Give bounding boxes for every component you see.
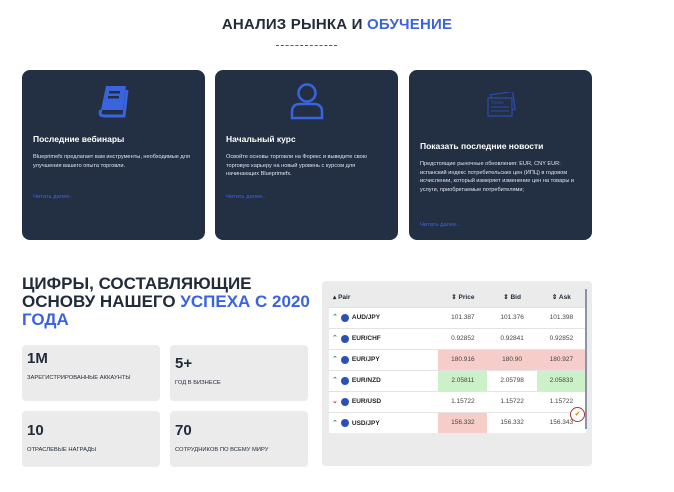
book-icon <box>22 84 205 118</box>
arrow-up-icon: ⌃ <box>332 314 338 322</box>
ask-cell: 101.398 <box>536 306 586 328</box>
flag-icon <box>340 355 349 364</box>
quotes-table: ▴ Pair ⇕ Price ⇕ Bid ⇕ Ask ⌃ AUD/JPY 101.3… <box>329 287 586 433</box>
table-row[interactable]: ⌃ EUR/CHF 0.92852 0.92841 0.92852 <box>329 327 586 349</box>
table-row[interactable]: ⌃ EUR/JPY 180.916 180.90 180.927 <box>329 348 586 370</box>
pair-name: USD/JPY <box>351 419 380 427</box>
flag-icon <box>340 418 349 427</box>
ask-cell: 2.05833 <box>536 369 586 391</box>
bid-cell: 180.90 <box>487 348 537 370</box>
flag-icon <box>340 313 349 322</box>
stat-accounts: 1M Зарегистрированные аккаунты <box>22 345 160 401</box>
bid-cell: 2.05798 <box>487 369 537 391</box>
table-row[interactable]: ⌃ EUR/NZD 2.05811 2.05798 2.05833 <box>329 369 586 391</box>
news-icon: News <box>409 92 592 118</box>
card-text: Освойте основы торговли на Форекс и выве… <box>226 154 367 177</box>
heading-text: ЦИФРЫ, СОСТАВЛЯЮЩИЕ ОСНОВУ НАШЕГО <box>22 274 252 311</box>
arrow-up-icon: ⌃ <box>332 356 338 364</box>
arrow-up-icon: ⌃ <box>332 335 338 343</box>
stat-value: 1M <box>27 350 48 367</box>
header-label: Bid <box>510 293 521 301</box>
pair-cell: ⌄ EUR/USD <box>329 390 439 412</box>
card-course: Начальный курс Освойте основы торговли н… <box>215 70 398 240</box>
table-row[interactable]: ⌄ EUR/USD 1.15722 1.15722 1.15722 <box>329 390 586 412</box>
card-text: Предстоящие рыночные обновления: EUR, CN… <box>420 161 575 193</box>
stats-heading: ЦИФРЫ, СОСТАВЛЯЮЩИЕ ОСНОВУ НАШЕГО УСПЕХА… <box>22 275 312 329</box>
heading-accent: УСПЕХА С 2020 ГОДА <box>22 292 310 329</box>
stat-value: 70 <box>175 422 192 439</box>
sort-ask[interactable]: ⇕ Ask <box>536 287 586 307</box>
stat-awards: 10 Отраслевые награды <box>22 411 160 467</box>
stat-label: Зарегистрированные аккаунты <box>27 375 131 381</box>
bid-cell: 1.15722 <box>487 390 537 412</box>
bid-cell: 0.92841 <box>487 327 537 349</box>
price-cell: 1.15722 <box>438 390 488 412</box>
stat-years: 5+ Год в бизнесе <box>170 345 308 401</box>
read-more-link[interactable]: Читать далее.. <box>33 194 73 200</box>
flag-icon <box>340 376 349 385</box>
card-webinars: Последние вебинары Blueprimefx предлагае… <box>22 70 205 240</box>
sort-pair[interactable]: ▴ Pair <box>329 287 439 307</box>
section-title: АНАЛИЗ РЫНКА И ОБУЧЕНИЕ <box>0 16 674 33</box>
pair-cell: ⌃ EUR/NZD <box>329 369 439 391</box>
arrow-up-icon: ⌃ <box>332 419 338 427</box>
arrow-down-icon: ⌄ <box>332 398 338 406</box>
ask-cell: 0.92852 <box>536 327 586 349</box>
pair-cell: ⌃ EUR/CHF <box>329 327 439 349</box>
pair-name: EUR/NZD <box>351 377 381 385</box>
user-icon <box>215 82 398 120</box>
svg-text:News: News <box>491 100 504 106</box>
bid-cell: 101.376 <box>487 306 537 328</box>
stat-label: Сотрудников по всему миру <box>175 447 269 453</box>
stat-label: Год в бизнесе <box>175 380 221 386</box>
price-cell: 2.05811 <box>438 369 488 391</box>
card-title: Показать последние новости <box>420 141 544 151</box>
divider <box>276 45 337 46</box>
title-accent: ОБУЧЕНИЕ <box>367 16 453 33</box>
sort-bid[interactable]: ⇕ Bid <box>487 287 537 307</box>
flag-icon <box>340 334 349 343</box>
sort-price[interactable]: ⇕ Price <box>438 287 488 307</box>
bid-cell: 156.332 <box>487 411 537 433</box>
table-row[interactable]: ⌃ AUD/JPY 101.387 101.376 101.398 <box>329 306 586 328</box>
scrollbar[interactable] <box>585 289 587 429</box>
stat-value: 10 <box>27 422 44 439</box>
header-label: Ask <box>558 293 571 301</box>
card-news: News Показать последние новости Предстоя… <box>409 70 592 240</box>
stat-label: Отраслевые награды <box>27 447 97 453</box>
pair-name: AUD/JPY <box>351 314 381 322</box>
card-title: Начальный курс <box>226 134 296 144</box>
ask-cell: 180.927 <box>536 348 586 370</box>
pair-cell: ⌃ AUD/JPY <box>329 306 439 328</box>
card-title: Последние вебинары <box>33 134 125 144</box>
pair-name: EUR/JPY <box>351 356 380 364</box>
stat-employees: 70 Сотрудников по всему миру <box>170 411 308 467</box>
pair-cell: ⌃ USD/JPY <box>329 411 439 433</box>
read-more-link[interactable]: Читать далее.. <box>420 222 460 228</box>
header-label: Price <box>458 293 475 301</box>
pair-name: EUR/CHF <box>351 335 381 343</box>
stat-value: 5+ <box>175 355 193 372</box>
header-label: Pair <box>338 293 351 301</box>
price-cell: 180.916 <box>438 348 488 370</box>
table-row[interactable]: ⌃ USD/JPY 156.332 156.332 156.343 <box>329 411 586 433</box>
read-more-link[interactable]: Читать далее.. <box>226 194 266 200</box>
price-cell: 156.332 <box>438 411 488 433</box>
price-cell: 101.387 <box>438 306 488 328</box>
card-text: Blueprimefx предлагает вам инструменты, … <box>33 154 190 169</box>
title-text: АНАЛИЗ РЫНКА И <box>221 16 363 33</box>
arrow-up-icon: ⌃ <box>332 377 338 385</box>
quotes-widget: ▴ Pair ⇕ Price ⇕ Bid ⇕ Ask ⌃ AUD/JPY 101.3… <box>322 281 592 466</box>
flag-icon <box>340 397 349 406</box>
ask-cell: 1.15722 <box>536 390 586 412</box>
pair-name: EUR/USD <box>351 398 382 406</box>
pair-cell: ⌃ EUR/JPY <box>329 348 439 370</box>
widget-badge-icon[interactable]: ✔ <box>570 407 585 422</box>
price-cell: 0.92852 <box>438 327 488 349</box>
